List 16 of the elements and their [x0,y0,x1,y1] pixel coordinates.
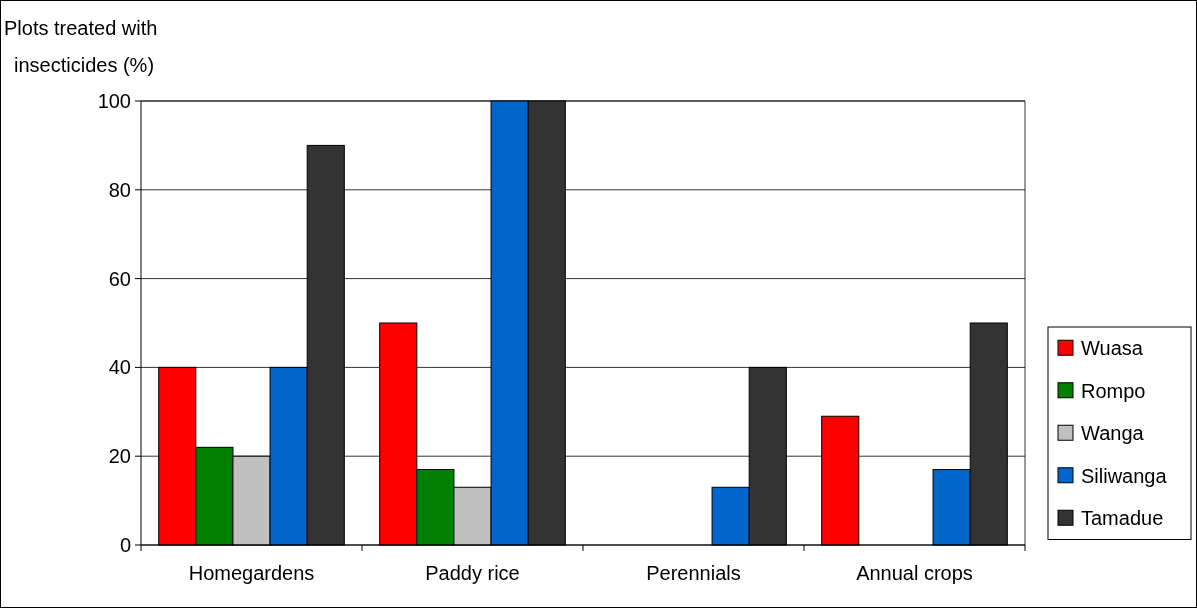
x-tick-label: Annual crops [856,562,973,584]
x-tick-label: Perennials [646,562,741,584]
legend-label: Wanga [1081,422,1145,445]
legend-label: Tamadue [1081,507,1164,530]
legend-label: Siliwanga [1081,464,1168,487]
y-axis-title: Plots treated with insecticides (%) [4,17,158,76]
legend-label: Wuasa [1081,337,1144,360]
x-tick-label: Paddy rice [425,562,520,584]
x-tick-label: Homegardens [188,562,315,584]
y-tick-label: 40 [108,356,131,379]
y-tick-label: 80 [108,178,131,201]
y-tick-label: 60 [108,267,131,290]
y-tick-label: 20 [108,445,131,468]
y-tick-label: 0 [119,534,131,556]
y-tick-label: 100 [97,90,131,112]
legend-label: Rompo [1081,379,1146,402]
